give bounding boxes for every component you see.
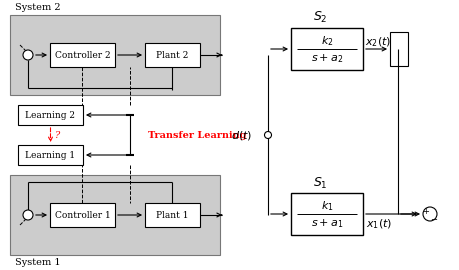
- Text: $S_2$: $S_2$: [312, 9, 326, 25]
- Circle shape: [23, 50, 33, 60]
- Bar: [10, 15, 219, 95]
- Text: Controller 1: Controller 1: [55, 211, 110, 220]
- Text: $k_1$: $k_1$: [320, 200, 333, 213]
- Text: $s + a_1$: $s + a_1$: [310, 217, 342, 230]
- Text: System 2: System 2: [15, 3, 61, 12]
- Bar: [291, 193, 362, 235]
- Text: $+$: $+$: [421, 206, 429, 216]
- Text: Controller 2: Controller 2: [55, 50, 110, 59]
- Bar: [50, 43, 115, 67]
- Bar: [145, 203, 200, 227]
- Text: Plant 2: Plant 2: [156, 50, 188, 59]
- Circle shape: [23, 210, 33, 220]
- Text: $x_1(t)$: $x_1(t)$: [365, 217, 392, 231]
- Text: Learning 2: Learning 2: [25, 110, 75, 120]
- Text: $-$: $-$: [429, 214, 437, 222]
- Text: $k_2$: $k_2$: [320, 35, 333, 48]
- Bar: [50, 203, 115, 227]
- Text: ?: ?: [54, 130, 60, 140]
- Bar: [291, 28, 362, 70]
- Text: Plant 1: Plant 1: [156, 211, 188, 220]
- Bar: [18, 105, 83, 125]
- Bar: [145, 43, 200, 67]
- Text: $S_1$: $S_1$: [312, 176, 327, 191]
- Circle shape: [422, 207, 436, 221]
- Circle shape: [264, 131, 271, 139]
- Bar: [18, 145, 83, 165]
- Bar: [10, 175, 219, 255]
- Bar: [389, 32, 407, 66]
- Text: Learning 1: Learning 1: [25, 150, 75, 160]
- Text: $s + a_2$: $s + a_2$: [310, 52, 342, 65]
- Text: Transfer Learning: Transfer Learning: [148, 130, 246, 140]
- Text: $x_2(t)$: $x_2(t)$: [364, 35, 391, 49]
- Text: $d(t)$: $d(t)$: [230, 129, 252, 141]
- Text: System 1: System 1: [15, 258, 61, 267]
